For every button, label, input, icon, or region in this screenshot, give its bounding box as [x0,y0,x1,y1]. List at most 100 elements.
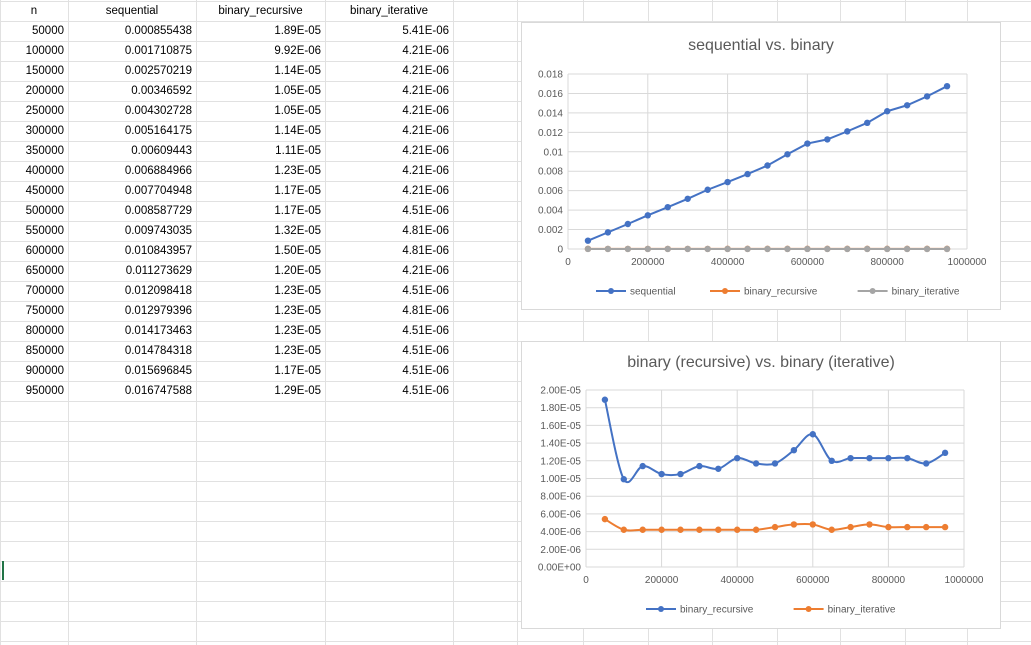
x-tick-label: 400000 [711,257,745,268]
binary-recursive-cell[interactable]: 1.11E-05 [275,145,321,157]
sequential-cell[interactable]: 0.006884966 [124,165,192,177]
binary-recursive-cell[interactable]: 1.17E-05 [274,185,321,197]
n-cell[interactable]: 700000 [25,285,64,297]
n-cell[interactable]: 900000 [25,365,64,377]
n-cell[interactable]: 450000 [25,185,64,197]
binary-recursive-cell[interactable]: 1.17E-05 [274,205,321,217]
sequential-cell[interactable]: 0.016747588 [124,385,192,397]
data-point-binary_iterative [809,521,816,528]
binary-iterative-cell[interactable]: 4.51E-06 [402,385,449,397]
x-tick-label: 200000 [645,575,679,586]
column-header-binary-recursive[interactable]: binary_recursive [218,5,303,17]
sequential-cell[interactable]: 0.002570219 [124,65,192,77]
binary-iterative-cell[interactable]: 4.21E-06 [402,105,449,117]
n-cell[interactable]: 500000 [25,205,64,217]
sequential-cell[interactable]: 0.011273629 [125,265,192,277]
binary-recursive-cell[interactable]: 1.23E-05 [274,305,321,317]
data-point-sequential [684,195,691,202]
binary-iterative-cell[interactable]: 4.81E-06 [402,305,449,317]
column-header-n[interactable]: n [30,5,38,17]
chart-sequential-vs-binary[interactable]: sequential vs. binary 0 0.002 0.004 0.006 0.… [521,22,1001,310]
sequential-cell[interactable]: 0.00609443 [131,145,192,157]
binary-recursive-cell[interactable]: 9.92E-06 [274,45,321,57]
sequential-cell[interactable]: 0.00346592 [131,85,192,97]
y-tick-label: 0.004 [538,206,563,217]
n-cell[interactable]: 50000 [32,25,64,37]
n-cell[interactable]: 300000 [25,125,64,137]
data-point-binary_iterative [824,245,831,253]
binary-recursive-cell[interactable]: 1.23E-05 [274,345,321,357]
sequential-cell[interactable]: 0.004302728 [124,105,192,117]
sequential-cell[interactable]: 0.001710875 [124,45,192,57]
n-cell[interactable]: 350000 [25,145,64,157]
sequential-cell[interactable]: 0.012979396 [124,305,192,317]
sequential-cell[interactable]: 0.015696845 [124,365,192,377]
n-cell[interactable]: 100000 [25,45,64,57]
data-point-binary_iterative [734,526,741,533]
binary-recursive-cell[interactable]: 1.20E-05 [274,265,321,277]
data-point-sequential [923,93,931,100]
chart-recursive-vs-iterative[interactable]: binary (recursive) vs. binary (iterative… [521,341,1001,629]
binary-iterative-cell[interactable]: 4.21E-06 [402,265,449,277]
n-cell[interactable]: 850000 [25,345,64,357]
binary-recursive-cell[interactable]: 1.23E-05 [274,325,321,337]
sequential-cell[interactable]: 0.009743035 [124,225,192,237]
n-cell[interactable]: 650000 [25,265,64,277]
binary-iterative-cell[interactable]: 4.51E-06 [402,365,449,377]
binary-iterative-cell[interactable]: 4.21E-06 [402,125,449,137]
binary-iterative-cell[interactable]: 4.51E-06 [402,205,449,217]
binary-iterative-cell[interactable]: 4.81E-06 [402,245,449,257]
binary-recursive-cell[interactable]: 1.23E-05 [274,285,321,297]
binary-iterative-cell[interactable]: 4.21E-06 [402,65,449,77]
sequential-cell[interactable]: 0.014784318 [124,345,192,357]
binary-recursive-cell[interactable]: 1.17E-05 [274,365,321,377]
n-cell[interactable]: 200000 [25,85,64,97]
svg-text:binary_recursive: binary_recursive [744,287,818,298]
data-point-binary_iterative [724,245,731,253]
data-point-binary_iterative [864,245,871,253]
binary-iterative-cell[interactable]: 5.41E-06 [402,25,449,37]
n-cell[interactable]: 750000 [25,305,64,317]
binary-recursive-cell[interactable]: 1.14E-05 [274,125,321,137]
sequential-cell[interactable]: 0.008587729 [124,205,192,217]
n-cell[interactable]: 950000 [25,385,64,397]
binary-iterative-cell[interactable]: 4.21E-06 [402,185,449,197]
binary-iterative-cell[interactable]: 4.51E-06 [402,345,449,357]
sequential-cell[interactable]: 0.000855438 [124,25,192,37]
sequential-cell[interactable]: 0.007704948 [124,185,192,197]
binary-recursive-cell[interactable]: 1.05E-05 [274,85,321,97]
column-header-sequential[interactable]: sequential [105,5,159,17]
n-cell[interactable]: 250000 [25,105,64,117]
binary-recursive-cell[interactable]: 1.05E-05 [274,105,321,117]
n-cell[interactable]: 600000 [25,245,64,257]
binary-iterative-cell[interactable]: 4.51E-06 [402,285,449,297]
binary-iterative-cell[interactable]: 4.21E-06 [402,165,449,177]
n-cell[interactable]: 400000 [25,165,64,177]
binary-recursive-cell[interactable]: 1.89E-05 [274,25,321,37]
y-tick-label: 4.00E-06 [540,527,581,538]
data-point-binary_iterative [624,245,632,253]
data-point-binary_recursive [677,470,684,478]
sequential-cell[interactable]: 0.005164175 [124,125,192,137]
sequential-cell[interactable]: 0.012098418 [124,285,192,297]
sequential-cell[interactable]: 0.014173463 [124,325,192,337]
binary-iterative-cell[interactable]: 4.81E-06 [402,225,449,237]
n-cell[interactable]: 550000 [25,225,64,237]
binary-iterative-cell[interactable]: 4.21E-06 [402,85,449,97]
binary-iterative-cell[interactable]: 4.21E-06 [402,145,449,157]
binary-iterative-cell[interactable]: 4.21E-06 [402,45,449,57]
column-header-binary-iterative[interactable]: binary_iterative [350,5,428,17]
data-point-binary_recursive [734,454,741,462]
data-point-binary_iterative [604,245,612,253]
data-point-binary_iterative [866,521,873,528]
n-cell[interactable]: 800000 [25,325,64,337]
binary-iterative-cell[interactable]: 4.51E-06 [402,325,449,337]
binary-recursive-cell[interactable]: 1.50E-05 [274,245,321,257]
binary-recursive-cell[interactable]: 1.32E-05 [274,225,321,237]
y-tick-label: 0.002 [538,225,563,236]
binary-recursive-cell[interactable]: 1.23E-05 [274,165,321,177]
binary-recursive-cell[interactable]: 1.14E-05 [274,65,321,77]
sequential-cell[interactable]: 0.010843957 [124,245,192,257]
n-cell[interactable]: 150000 [25,65,64,77]
binary-recursive-cell[interactable]: 1.29E-05 [274,385,321,397]
